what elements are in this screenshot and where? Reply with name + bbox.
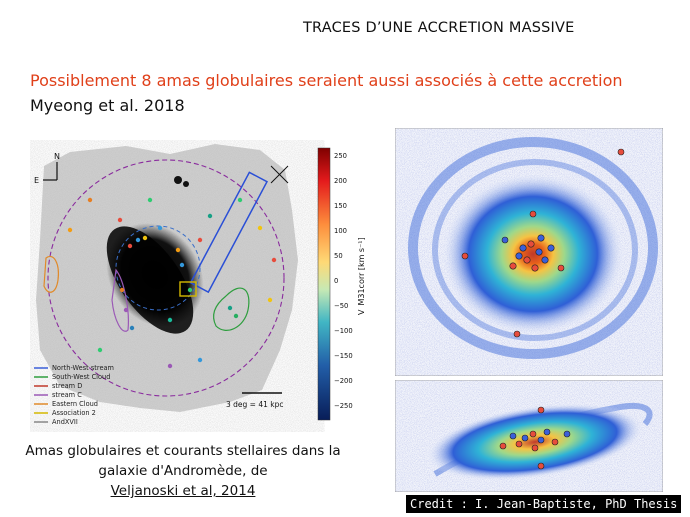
caption-line: galaxie d'Andromède, de: [98, 463, 268, 479]
legend-item: AndXVII: [34, 418, 78, 426]
caption-line: Amas globulaires et courants stellaires …: [25, 443, 341, 459]
caption-reference-link[interactable]: Veljanoski et al, 2014: [110, 483, 256, 499]
compass-n-label: N: [54, 152, 60, 161]
heat-core: [441, 172, 625, 336]
north-west-stream-box: [189, 171, 269, 294]
legend-item: Association 2: [34, 409, 96, 417]
compass-e-label: E: [34, 176, 39, 185]
slide-subtitle: Possiblement 8 amas globulaires seraient…: [30, 71, 623, 90]
outer-shell: [408, 137, 658, 359]
colorbar-tick: −250: [334, 402, 353, 410]
colorbar-tick: 50: [334, 252, 343, 260]
slide-citation: Myeong et al. 2018: [30, 96, 185, 115]
cluster-points: [67, 197, 277, 369]
svg-text:Eastern Cloud: Eastern Cloud: [52, 400, 98, 408]
colorbar-ticks: 250 200 150 100 50 0 −50 −100 −150 −200 …: [334, 152, 353, 410]
cross-marker: [270, 165, 289, 184]
south-west-cloud-outline: [213, 287, 250, 331]
svg-text:AndXVII: AndXVII: [52, 418, 78, 426]
colorbar-tick: −150: [334, 352, 353, 360]
scale-label: 3 deg = 41 kpc: [226, 400, 284, 409]
legend-item: Eastern Cloud: [34, 400, 98, 408]
colorbar-tick: 100: [334, 227, 347, 235]
legend-item: stream C: [34, 391, 82, 399]
legend-item: South-West Cloud: [34, 373, 110, 381]
compass: N E: [34, 152, 60, 185]
outer-ring: [47, 159, 285, 397]
colorbar-label: V_M31corr [km s⁻¹]: [357, 237, 365, 315]
colorbar-tick: −100: [334, 327, 353, 335]
legend-item: stream D: [34, 382, 82, 390]
colorbar-tick: 200: [334, 177, 347, 185]
svg-text:stream C: stream C: [52, 391, 82, 399]
simulation-face-on-map: [395, 128, 663, 376]
andromeda-cluster-map: N E North-West stream South-West Cloud s…: [34, 144, 365, 426]
colorbar-tick: 0: [334, 277, 338, 285]
colorbar: [317, 147, 331, 421]
legend-item: North-West stream: [34, 364, 114, 372]
colorbar-tick: 150: [334, 202, 347, 210]
eastern-cloud-outline: [43, 255, 59, 293]
image-credit: Credit : I. Jean-Baptiste, PhD Thesis: [406, 495, 682, 513]
association-2-box: [179, 281, 197, 297]
edge-on-heat: [425, 403, 645, 481]
inner-ring: [115, 225, 201, 311]
colorbar-tick: −200: [334, 377, 353, 385]
cluster-markers: [461, 148, 625, 338]
colorbar-tick: −50: [334, 302, 348, 310]
legend: North-West stream South-West Cloud strea…: [34, 364, 114, 426]
svg-text:North-West stream: North-West stream: [52, 364, 114, 372]
svg-text:South-West Cloud: South-West Cloud: [52, 373, 110, 381]
svg-text:Association 2: Association 2: [52, 409, 96, 417]
edge-on-cluster-markers: [499, 406, 571, 470]
colorbar-tick: 250: [334, 152, 347, 160]
simulation-edge-on-map: [395, 380, 663, 492]
figure-caption: Amas globulaires et courants stellaires …: [8, 441, 358, 501]
stream-c-outline: [111, 268, 129, 332]
svg-text:stream D: stream D: [52, 382, 82, 390]
slide-title: TRACES D’UNE ACCRETION MASSIVE: [303, 20, 575, 36]
